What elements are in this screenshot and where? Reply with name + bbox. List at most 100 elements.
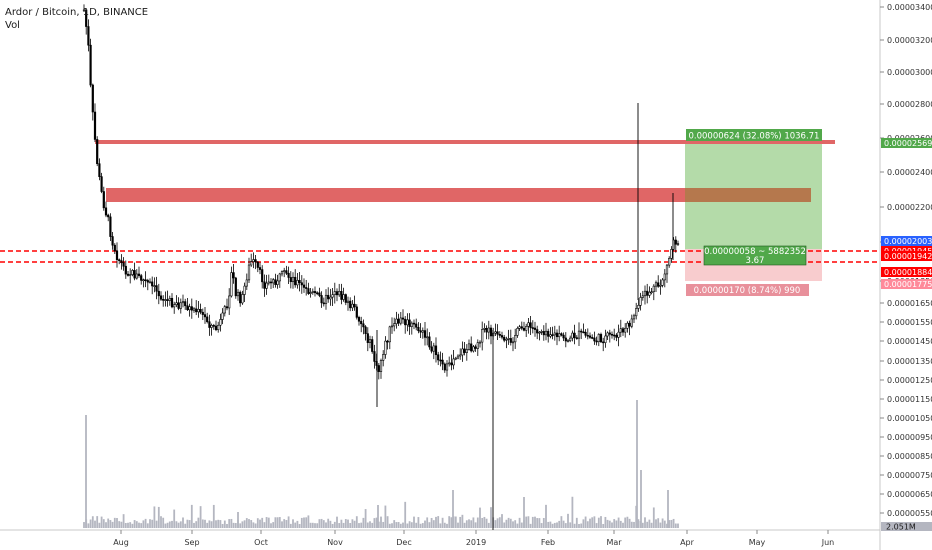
price-tick-label: 0.00001650	[887, 299, 932, 308]
volume-bar	[197, 517, 200, 528]
volume-bar	[527, 516, 530, 528]
volume-bar	[347, 519, 349, 528]
volume-bar	[670, 519, 673, 528]
volume-bar	[622, 522, 624, 528]
price-tick-label: 0.00002200	[887, 203, 932, 212]
candle-body	[269, 281, 273, 284]
candle-body	[166, 299, 169, 301]
candle-body	[388, 326, 391, 343]
volume-bar	[490, 507, 492, 528]
candle-body	[245, 279, 248, 287]
volume-bar	[648, 519, 651, 528]
resistance-line[interactable]	[95, 140, 835, 144]
candle-body	[206, 316, 209, 323]
candle-body	[164, 299, 167, 301]
volume-bar	[551, 523, 554, 528]
candle-body	[637, 305, 640, 309]
volume-bar	[177, 522, 180, 528]
candle-body	[560, 333, 563, 336]
chart-header: Ardor / Bitcoin, 1D, BINANCE Vol	[5, 6, 148, 32]
volume-bar	[250, 520, 253, 528]
volume-bar	[560, 516, 563, 528]
price-tag-bg	[881, 267, 932, 277]
volume-bar	[584, 516, 587, 528]
volume-spike	[636, 400, 638, 528]
volume-bar	[630, 521, 633, 528]
volume-bar	[608, 520, 611, 528]
volume-bar	[116, 518, 118, 528]
candle-body	[448, 362, 451, 365]
candle-body	[302, 284, 306, 288]
stop-label[interactable]: 0.00000170 (8.74%) 990	[686, 284, 809, 296]
candle-body	[454, 357, 457, 360]
volume-bar	[391, 523, 393, 528]
volume-bar	[597, 517, 600, 528]
volume-bar	[604, 516, 607, 528]
candle-body	[153, 285, 156, 287]
candle-body	[234, 277, 237, 297]
target-label-text: 0.00000624 (32.08%) 1036.71	[689, 132, 820, 142]
candle-body	[126, 273, 130, 276]
volume-bar	[285, 520, 288, 528]
price-tick-label: 0.00002800	[887, 100, 932, 109]
volume-bar	[151, 519, 154, 528]
candle-body	[311, 291, 314, 293]
volume-bar	[355, 516, 358, 528]
volume-bar	[655, 519, 657, 528]
candle-body	[197, 309, 200, 313]
candle-body	[122, 262, 125, 267]
volume-bar	[316, 523, 319, 528]
candle-body	[177, 302, 180, 309]
volume-bar	[553, 522, 556, 528]
volume-bar	[386, 516, 389, 528]
target-label[interactable]: 0.00000624 (32.08%) 1036.71	[686, 129, 822, 142]
candle-body	[624, 327, 627, 333]
candle-body	[606, 332, 609, 337]
entry-label[interactable]: 0.00000058 ~ 5882352 3.67	[703, 245, 807, 266]
volume-bar	[122, 514, 125, 528]
candle-body	[362, 323, 365, 328]
volume-bar	[514, 520, 517, 528]
candle-body	[316, 292, 319, 295]
candle-body	[89, 44, 92, 86]
candle-body	[668, 258, 671, 266]
volume-bar	[289, 523, 292, 528]
volume-bar	[364, 509, 367, 528]
candle-body	[188, 306, 191, 311]
volume-bar	[615, 520, 618, 528]
candle-body	[511, 341, 515, 344]
volume-bar	[443, 522, 446, 528]
volume-bar	[100, 516, 103, 528]
candle-body	[342, 294, 345, 300]
candle-body	[221, 312, 224, 320]
volume-bar	[569, 522, 572, 528]
volume-bar	[113, 517, 116, 528]
volume-bar	[296, 520, 299, 528]
volume-bar	[300, 517, 303, 528]
volume-bar	[162, 517, 165, 528]
time-axis[interactable]: Aug Sep Oct Nov Dec 2019 Feb Mar Apr May Jun	[113, 530, 834, 547]
candle-body	[538, 331, 541, 334]
volume-bar	[320, 518, 323, 528]
volume-bar	[182, 517, 184, 528]
volume-bar	[329, 520, 332, 528]
candle-body	[232, 272, 235, 279]
candle-body	[349, 300, 352, 309]
candle-body	[500, 335, 504, 338]
volume-bar	[406, 523, 409, 528]
candle-body	[113, 244, 116, 252]
volume-bar	[626, 516, 629, 528]
candle-body	[320, 295, 323, 304]
volume-bar	[199, 506, 202, 528]
candle-body	[346, 300, 350, 303]
candle-body	[621, 328, 625, 333]
volume-bar	[661, 518, 664, 528]
volume-bar	[474, 522, 477, 528]
candle-body	[445, 363, 449, 371]
volume-bar	[437, 516, 440, 528]
volume-bar	[325, 522, 327, 528]
resistance-zone[interactable]	[106, 188, 811, 202]
candle-body	[566, 340, 570, 342]
candle-body	[162, 298, 165, 301]
